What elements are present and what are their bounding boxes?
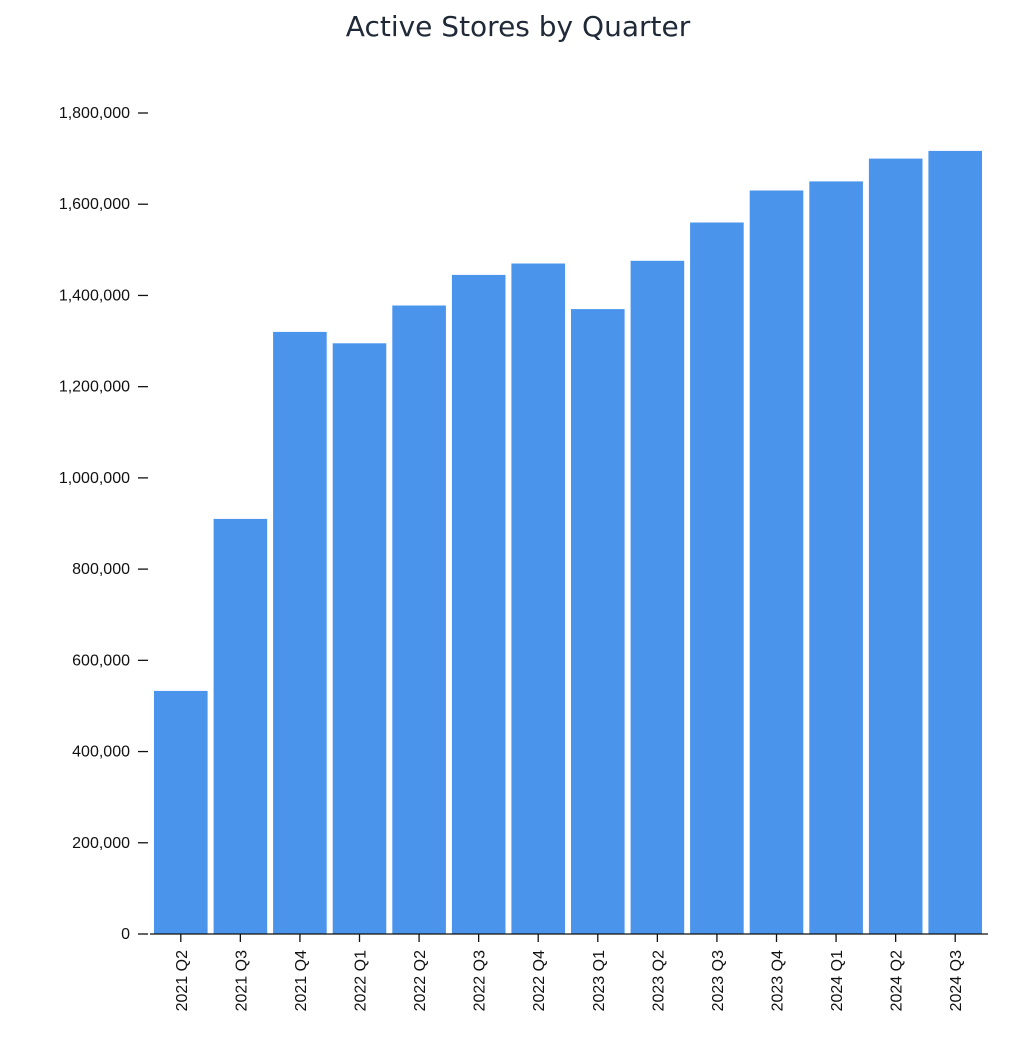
bar <box>392 305 446 934</box>
chart-title: Active Stores by Quarter <box>345 10 691 43</box>
x-tick-label: 2024 Q2 <box>889 950 906 1011</box>
x-tick-label: 2022 Q3 <box>472 950 489 1011</box>
x-tick-label: 2023 Q2 <box>650 950 667 1011</box>
bars <box>154 150 982 935</box>
y-tick-label: 0 <box>121 926 130 943</box>
y-tick-label: 1,200,000 <box>59 379 130 396</box>
x-tick-label: 2021 Q2 <box>174 950 191 1011</box>
bar <box>332 343 387 934</box>
bar <box>928 150 982 934</box>
bar <box>273 331 327 934</box>
y-tick-label: 600,000 <box>72 652 130 669</box>
y-tick-label: 200,000 <box>72 835 130 852</box>
y-tick-label: 800,000 <box>72 561 130 578</box>
x-tick-label: 2022 Q1 <box>353 950 370 1011</box>
x-tick-label: 2023 Q4 <box>770 950 787 1011</box>
x-tick-label: 2021 Q4 <box>293 950 310 1011</box>
y-axis: 0 200,000 400,000 600,000 800,000 1,000,000 1,… <box>59 105 148 943</box>
x-tick-label: 2022 Q2 <box>412 950 429 1011</box>
bar <box>749 190 804 934</box>
bar <box>630 260 685 934</box>
y-tick-label: 400,000 <box>72 744 130 761</box>
y-tick-label: 1,600,000 <box>59 196 130 213</box>
x-tick-label: 2022 Q4 <box>531 950 548 1011</box>
x-tick-label: 2024 Q1 <box>829 950 846 1011</box>
bar <box>213 518 268 934</box>
bar <box>868 158 923 935</box>
bar <box>809 181 863 934</box>
bar <box>451 274 506 934</box>
x-tick-label: 2023 Q1 <box>591 950 608 1011</box>
bar <box>571 309 625 935</box>
bar <box>690 222 744 934</box>
x-axis: 2021 Q2 2021 Q3 2021 Q4 2022 Q1 2022 Q2 2022 … <box>150 933 988 1011</box>
bar <box>511 263 565 934</box>
x-tick-label: 2024 Q3 <box>948 950 965 1011</box>
x-tick-label: 2023 Q3 <box>710 950 727 1011</box>
y-tick-label: 1,400,000 <box>59 287 130 304</box>
y-tick-label: 1,000,000 <box>59 470 130 487</box>
y-tick-label: 1,800,000 <box>59 105 130 122</box>
x-tick-label: 2021 Q3 <box>233 950 250 1011</box>
bar <box>154 690 208 934</box>
